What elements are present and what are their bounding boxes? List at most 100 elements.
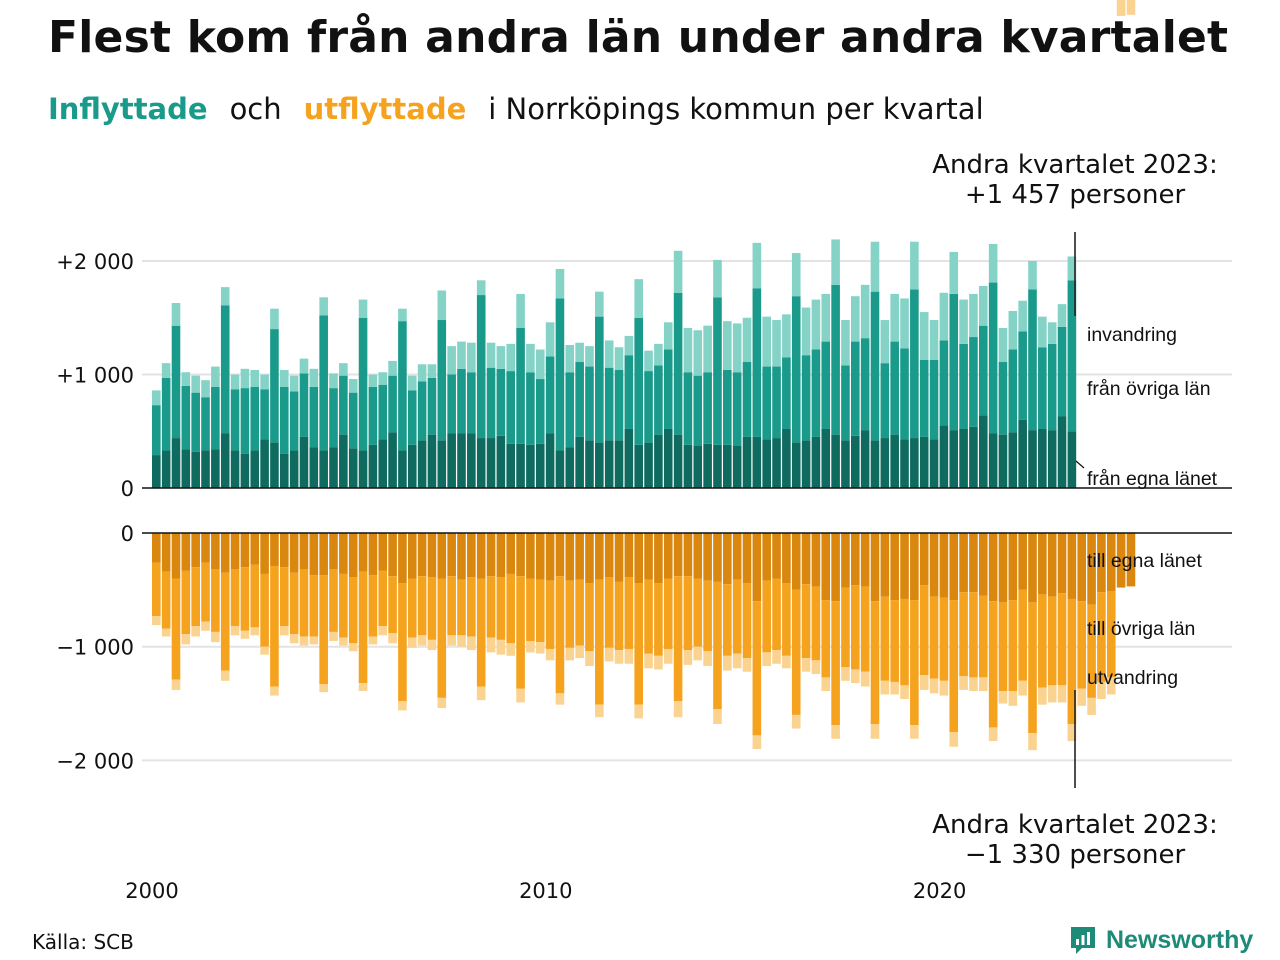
bar-out-2-0 (152, 616, 161, 626)
bar-out-2-11 (260, 646, 269, 655)
bar-out-2-69 (831, 725, 840, 739)
bar-out-1-64 (782, 583, 791, 656)
subtitle-och: och (229, 92, 282, 126)
bar-in-2-61 (752, 242, 762, 289)
series-label-out-2: utvandring (1087, 667, 1178, 689)
bar-out-1-70 (841, 587, 850, 668)
bar-out-1-79 (929, 596, 939, 679)
bar-in-0-32 (467, 433, 476, 488)
bar-out-1-17 (319, 575, 328, 685)
bar-out-0-47 (614, 533, 624, 582)
bar-in-2-45 (595, 291, 604, 317)
bar-out-0-92 (1057, 533, 1067, 594)
bar-in-1-54 (683, 372, 693, 445)
bar-out-1-5 (201, 562, 210, 622)
bar-out-1-80 (939, 597, 949, 681)
bar-out-1-47 (614, 581, 624, 651)
bar-out-2-53 (673, 701, 683, 718)
bar-out-1-77 (910, 600, 919, 726)
bar-in-0-21 (358, 450, 368, 488)
bar-out-0-94 (1077, 533, 1087, 602)
label-pointer (1075, 460, 1085, 469)
bar-out-1-94 (1077, 601, 1087, 689)
bar-out-1-96 (1097, 592, 1106, 682)
bar-out-1-87 (1008, 600, 1018, 692)
bar-in-0-57 (713, 444, 722, 488)
bar-out-2-26 (407, 637, 417, 648)
bar-in-2-41 (555, 268, 565, 299)
bar-in-2-3 (181, 372, 191, 386)
bar-in-2-76 (900, 298, 909, 349)
bar-in-0-43 (575, 436, 584, 489)
bar-in-0-22 (368, 444, 378, 488)
bar-in-2-74 (880, 320, 890, 364)
bar-in-2-53 (673, 250, 683, 293)
bar-out-0-36 (506, 533, 516, 574)
bar-out-0-86 (998, 533, 1008, 603)
bar-out-0-32 (467, 533, 476, 578)
bar-in-0-72 (860, 430, 870, 489)
bar-in-2-29 (437, 290, 447, 321)
bar-out-1-2 (171, 578, 181, 680)
newsworthy-logo[interactable]: Newsworthy (1068, 924, 1253, 956)
bar-in-0-91 (1047, 430, 1057, 489)
bar-out-0-61 (752, 533, 762, 602)
bar-in-0-88 (1018, 419, 1027, 488)
bar-in-1-39 (535, 379, 545, 444)
bar-out-0-26 (407, 533, 417, 579)
bar-out-2-49 (634, 704, 643, 719)
bar-in-1-29 (437, 320, 447, 441)
bar-out-2-91 (1047, 685, 1057, 703)
bar-out-1-1 (161, 571, 171, 629)
bar-out-0-19 (339, 533, 348, 574)
bar-in-0-13 (279, 453, 289, 488)
bar-out-2-22 (368, 636, 378, 645)
bar-in-2-6 (211, 366, 220, 387)
bar-out-0-76 (900, 533, 909, 599)
bar-in-2-27 (417, 364, 427, 382)
bar-in-1-16 (309, 386, 319, 448)
bar-in-2-70 (841, 320, 850, 366)
bar-out-0-59 (732, 533, 742, 580)
bar-in-2-73 (870, 241, 880, 292)
bar-out-1-7 (220, 572, 230, 671)
bar-out-0-12 (270, 533, 279, 566)
bar-out-1-61 (752, 601, 762, 736)
bar-in-1-59 (732, 372, 742, 447)
bar-in-2-13 (279, 369, 289, 387)
bar-in-0-33 (476, 438, 486, 488)
bar-out-2-4 (191, 626, 200, 637)
bar-in-1-90 (1038, 347, 1047, 429)
annotation-top-line1: Andra kvartalet 2023: (932, 150, 1218, 180)
bar-in-0-51 (654, 434, 663, 488)
bar-out-0-77 (910, 533, 919, 601)
bar-in-0-44 (585, 440, 594, 488)
bar-out-0-1 (161, 533, 171, 572)
bar-out-1-32 (467, 577, 476, 637)
bar-out-1-58 (723, 584, 732, 656)
bar-out-2-20 (348, 643, 358, 652)
bar-out-0-20 (348, 533, 358, 578)
bar-out-2-42 (565, 647, 575, 661)
bar-in-1-15 (299, 373, 309, 437)
bar-in-1-65 (791, 296, 801, 443)
bar-out-2-57 (713, 709, 722, 725)
bar-out-1-52 (663, 578, 673, 649)
bar-out-1-62 (762, 580, 771, 653)
bar-in-2-57 (713, 259, 722, 298)
bar-out-1-29 (437, 578, 447, 698)
bar-in-1-4 (191, 392, 200, 452)
bar-out-1-92 (1057, 593, 1067, 686)
bar-in-0-16 (309, 447, 319, 488)
bar-out-2-17 (319, 684, 328, 693)
bar-in-0-59 (732, 446, 742, 488)
bar-out-1-59 (732, 579, 742, 654)
bar-in-1-31 (457, 368, 466, 434)
bar-in-1-42 (565, 372, 575, 448)
bar-in-0-79 (929, 439, 939, 488)
bar-out-2-95 (1087, 697, 1096, 715)
bar-out-1-10 (250, 564, 260, 628)
bar-in-2-56 (703, 325, 712, 373)
bar-out-0-14 (289, 533, 299, 573)
bar-in-1-13 (279, 386, 289, 454)
